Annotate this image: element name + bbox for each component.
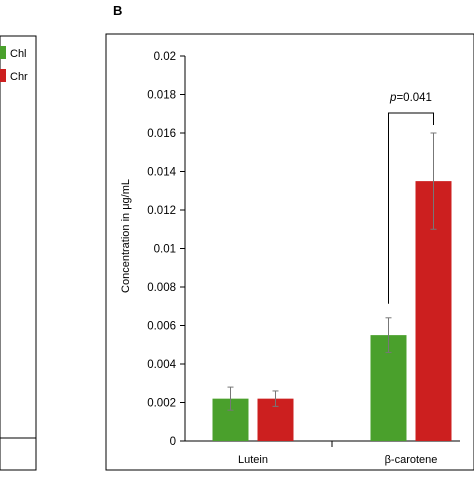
- legend-swatch-chl: [0, 46, 6, 59]
- y-tick-label: 0.02: [154, 51, 176, 63]
- legend: Chl Chr: [0, 46, 28, 83]
- panel-label-b: B: [113, 3, 122, 18]
- y-tick-label: 0.01: [154, 244, 176, 256]
- legend-swatch-chr: [0, 69, 6, 82]
- y-tick-label: 0.018: [147, 90, 176, 102]
- y-tick-label: 0.012: [147, 205, 176, 217]
- y-tick-label: 0.004: [147, 359, 176, 371]
- y-tick-label: 0.014: [147, 167, 176, 179]
- significance-bracket: [388, 112, 434, 304]
- plot-area: 0 0.002 0.004 0.006 0.008 0.01 0.012 0.014 0.016…: [147, 51, 460, 466]
- y-tick-label: 0.002: [147, 398, 176, 410]
- right-panel-frame: [105, 33, 474, 471]
- y-tick-label: 0.008: [147, 282, 176, 294]
- x-tick-label: β-carotene: [385, 454, 438, 466]
- y-tick-label: 0: [170, 436, 176, 448]
- legend-label-chl: Chl: [10, 48, 27, 60]
- left-panel: Chl Chr: [0, 35, 37, 471]
- p-value-annotation: p=0.041: [389, 92, 432, 104]
- right-panel: B Concentration in μg/mL 0 0.002 0.004 0.00…: [105, 3, 474, 471]
- y-axis-label: Concentration in μg/mL: [120, 179, 132, 293]
- x-tick-label: Lutein: [238, 454, 268, 466]
- y-tick-label: 0.006: [147, 321, 176, 333]
- y-tick-label: 0.016: [147, 128, 176, 140]
- left-panel-frame: [0, 35, 37, 471]
- legend-label-chr: Chr: [10, 71, 28, 83]
